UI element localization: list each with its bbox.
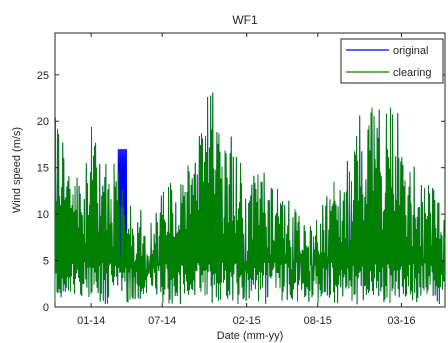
chart-title: WF1 bbox=[232, 13, 258, 27]
y-tick-label: 10 bbox=[37, 209, 49, 221]
legend-label-original: original bbox=[393, 45, 428, 57]
y-tick-label: 15 bbox=[37, 163, 49, 175]
y-tick-label: 25 bbox=[37, 70, 49, 82]
x-tick-label: 07-14 bbox=[148, 315, 176, 327]
legend-label-clearing: clearing bbox=[393, 67, 432, 79]
x-tick-label: 08-15 bbox=[304, 315, 332, 327]
legend: original clearing bbox=[340, 38, 444, 84]
series-line-clearing bbox=[54, 92, 446, 305]
x-tick-label: 03-16 bbox=[387, 315, 415, 327]
x-axis-label: Date (mm-yy) bbox=[217, 330, 284, 342]
x-tick-label: 02-15 bbox=[233, 315, 261, 327]
series-layer bbox=[54, 92, 446, 305]
y-axis-label: Wind speed (m/s) bbox=[11, 127, 23, 213]
y-tick-label: 0 bbox=[43, 302, 49, 314]
x-tick-label: 01-14 bbox=[77, 315, 105, 327]
legend-box bbox=[340, 38, 444, 84]
y-tick-label: 5 bbox=[43, 256, 49, 268]
y-tick-label: 20 bbox=[37, 116, 49, 128]
axes-layer: 0 5 10 15 20 25 01-14 07-14 02-15 08-15 03-16 bbox=[37, 33, 445, 327]
